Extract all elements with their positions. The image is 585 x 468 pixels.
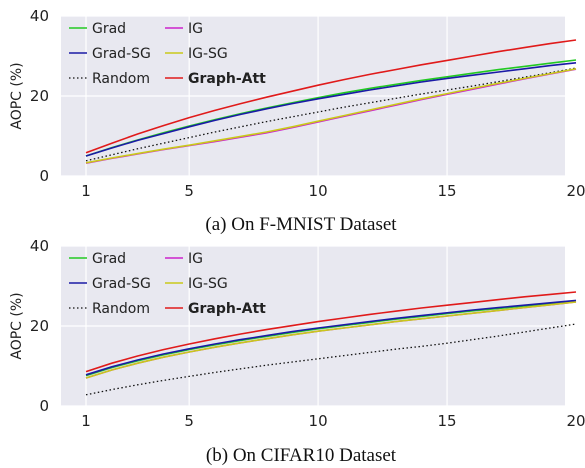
x-tick-label: 15 (438, 182, 457, 200)
series-line-graph-att (85, 291, 577, 373)
legend-label: IG (188, 251, 203, 267)
y-tick-label: 0 (39, 397, 49, 415)
legend-label: IG (188, 21, 203, 37)
x-tick-label: 5 (184, 182, 194, 200)
x-tick-label: 5 (184, 412, 194, 430)
series-line-random (85, 323, 577, 396)
x-tick-label: 20 (566, 182, 585, 200)
y-tick-label: 20 (30, 87, 49, 105)
legend-label: Grad-SG (92, 276, 151, 292)
legend-label: Random (92, 71, 150, 87)
x-tick-label: 10 (309, 182, 328, 200)
x-tick-label: 1 (81, 182, 91, 200)
legend-label: Grad (92, 21, 126, 37)
series-line-ig-sg (85, 301, 577, 379)
legend-label: Graph-Att (188, 71, 266, 87)
legend-label: IG-SG (188, 46, 228, 62)
panel-caption: (b) On CIFAR10 Dataset (206, 445, 397, 466)
y-tick-label: 40 (30, 237, 49, 255)
series-line-grad-sg (85, 299, 577, 376)
legend-label: Grad-SG (92, 46, 151, 62)
x-tick-label: 1 (81, 412, 91, 430)
y-axis-label: AOPC (%) (9, 62, 25, 129)
series-line-ig-sg (85, 68, 577, 164)
panel-caption: (a) On F-MNIST Dataset (205, 214, 397, 235)
legend-label: Random (92, 301, 150, 317)
y-tick-label: 0 (39, 167, 49, 185)
x-tick-label: 10 (309, 412, 328, 430)
legend-label: IG-SG (188, 276, 228, 292)
x-tick-label: 15 (438, 412, 457, 430)
series-line-graph-att (85, 39, 577, 154)
y-tick-label: 40 (30, 7, 49, 25)
legend-label: Grad (92, 251, 126, 267)
series-line-grad-sg (85, 62, 577, 157)
y-tick-label: 20 (30, 317, 49, 335)
y-axis-label: AOPC (%) (9, 292, 25, 359)
x-tick-label: 20 (566, 412, 585, 430)
legend-label: Graph-Att (188, 301, 266, 317)
